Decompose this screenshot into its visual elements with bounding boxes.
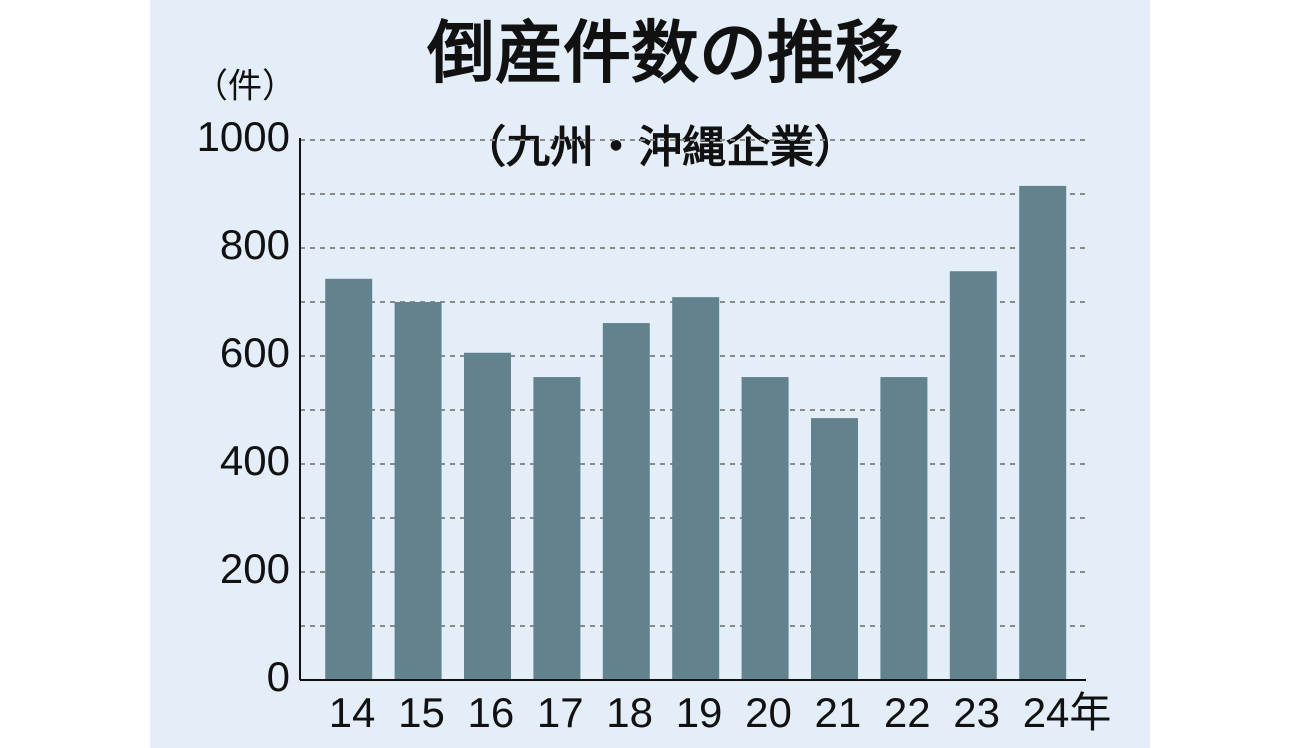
x-tick-label: 22 <box>884 689 931 736</box>
x-tick-label: 17 <box>537 689 584 736</box>
chart-subtitle: （九州・沖縄企業） <box>462 122 858 173</box>
y-tick-label: 400 <box>220 437 290 484</box>
y-tick-label: 0 <box>267 653 290 700</box>
x-tick-label: 18 <box>606 689 653 736</box>
x-tick-label: 19 <box>676 689 723 736</box>
x-tick-label: 21 <box>815 689 862 736</box>
x-tick-label: 20 <box>745 689 792 736</box>
x-tick-label: 15 <box>398 689 445 736</box>
x-tick-label: 24年 <box>1023 689 1112 736</box>
bar <box>949 271 997 680</box>
x-tick-label: 14 <box>329 689 376 736</box>
y-tick-label: 600 <box>220 329 290 376</box>
bar <box>1019 185 1067 680</box>
y-unit: （件） <box>194 67 296 107</box>
bar <box>741 377 789 680</box>
bar <box>672 297 720 680</box>
bar <box>880 377 928 680</box>
y-tick-label: 1000 <box>197 113 290 160</box>
bar <box>811 418 858 680</box>
bar <box>394 302 442 680</box>
bar <box>464 352 511 680</box>
y-tick-label: 200 <box>220 545 290 592</box>
x-tick-label: 16 <box>468 689 515 736</box>
chart-title: 倒産件数の推移 <box>426 15 903 94</box>
y-tick-label: 800 <box>220 221 290 268</box>
bar <box>602 323 650 680</box>
bar <box>533 377 581 680</box>
bar <box>325 278 373 680</box>
x-tick-label: 23 <box>953 689 1000 736</box>
